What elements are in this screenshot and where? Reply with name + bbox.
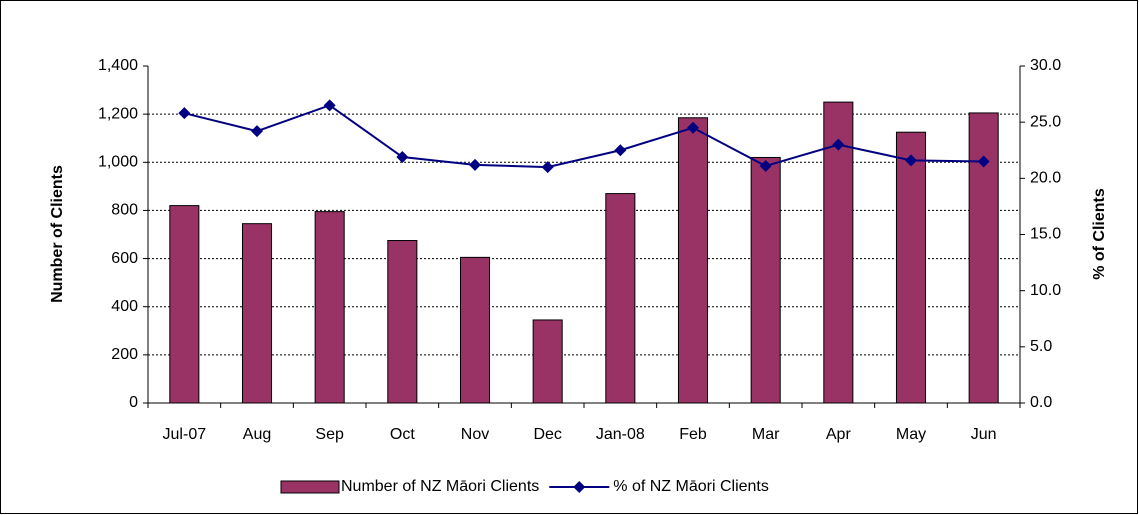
y-tick-label: 1,200 <box>98 105 138 122</box>
marker <box>396 150 409 163</box>
marker <box>832 138 845 151</box>
y-tick-label: 0 <box>129 394 138 411</box>
y-tick-label: 600 <box>111 250 138 267</box>
bar <box>169 205 200 404</box>
x-tick-label: Aug <box>243 426 271 443</box>
legend-label: % of NZ Māori Clients <box>613 478 769 495</box>
y2-tick-label: 0.0 <box>1030 394 1052 411</box>
marker <box>759 159 772 172</box>
y2-tick-label: 5.0 <box>1030 338 1052 355</box>
bar <box>677 117 709 404</box>
x-tick-label: Feb <box>679 426 707 443</box>
bar <box>459 256 491 404</box>
y2-tick-label: 20.0 <box>1030 170 1061 187</box>
x-tick-label: Sep <box>315 426 344 443</box>
y2-tick-label: 15.0 <box>1030 226 1061 243</box>
legend-swatch <box>573 481 586 493</box>
y-tick-label: 1,000 <box>98 154 138 171</box>
y2-tick-label: 30.0 <box>1030 57 1061 74</box>
x-tick-label: Jul-07 <box>163 426 207 443</box>
legend-swatch <box>280 480 340 494</box>
marker <box>977 155 990 168</box>
x-tick-label: Dec <box>533 426 561 443</box>
bar <box>314 211 345 404</box>
marker <box>541 161 554 174</box>
marker <box>178 107 191 120</box>
y2-tick-label: 10.0 <box>1030 282 1061 299</box>
x-tick-label: Mar <box>752 426 780 443</box>
x-tick-label: May <box>896 426 926 443</box>
y-tick-label: 1,400 <box>98 57 138 74</box>
bar <box>532 319 563 404</box>
line <box>184 104 984 169</box>
marker <box>687 121 699 134</box>
y-axis-title: Number of Clients <box>49 165 66 303</box>
x-tick-label: Jan-08 <box>596 426 645 443</box>
bar <box>895 131 927 404</box>
marker <box>905 154 917 167</box>
marker <box>323 99 336 112</box>
y-tick-label: 200 <box>111 346 138 363</box>
bar <box>605 193 636 404</box>
bar <box>823 101 854 404</box>
x-tick-label: Apr <box>826 426 852 443</box>
bar <box>750 156 781 404</box>
marker <box>251 125 263 138</box>
x-tick-label: Jun <box>971 426 997 443</box>
y-tick-label: 800 <box>111 202 138 219</box>
x-tick-label: Nov <box>461 426 489 443</box>
legend-label: Number of NZ Māori Clients <box>341 478 539 495</box>
y2-axis-title: % of Clients <box>1091 188 1108 280</box>
y-tick-label: 400 <box>111 298 138 315</box>
marker <box>614 144 627 157</box>
bar <box>387 240 418 404</box>
y2-tick-label: 25.0 <box>1030 113 1061 130</box>
marker <box>469 158 481 171</box>
bar <box>241 223 273 404</box>
x-tick-label: Oct <box>390 426 415 443</box>
